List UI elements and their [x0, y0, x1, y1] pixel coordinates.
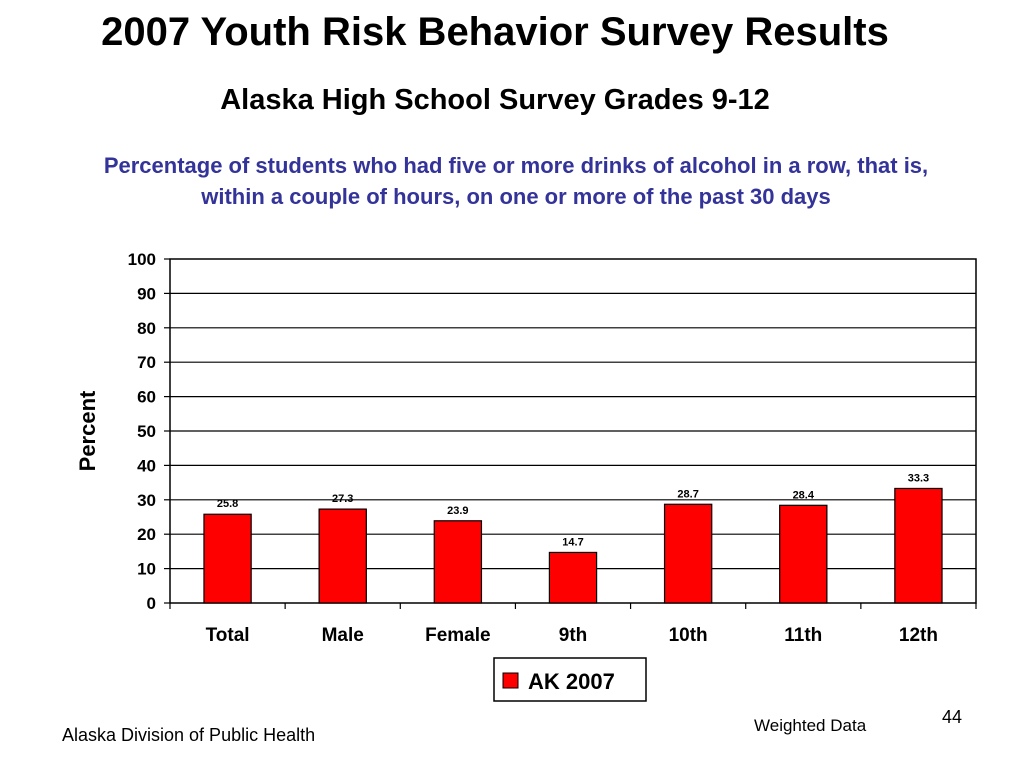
y-tick-label: 70 [137, 353, 156, 372]
bar [548, 551, 598, 604]
x-tick-label: Male [322, 625, 364, 646]
y-tick-label: 10 [137, 560, 156, 579]
bar [318, 508, 367, 604]
y-tick-label: 40 [137, 456, 156, 475]
chart-title: Percentage of students who had five or m… [103, 153, 929, 209]
x-tick-label: 10th [669, 625, 708, 646]
x-axis-ticks [169, 603, 977, 609]
x-tick-label: 9th [559, 625, 588, 646]
legend-box [493, 657, 647, 702]
x-tick-label: Total [206, 625, 250, 646]
legend: AK 2007 [493, 657, 647, 702]
y-tick-label: 60 [137, 388, 156, 407]
y-tick-label: 80 [137, 319, 156, 338]
data-label: 27.3 [332, 493, 353, 505]
data-labels: 25.8 27.3 23.9 14.7 28.7 28.4 33.3 [217, 472, 929, 548]
data-label: 14.7 [562, 536, 583, 548]
data-label: 33.3 [908, 472, 929, 484]
bar [663, 503, 713, 604]
bars [203, 487, 943, 604]
data-label: 28.4 [793, 489, 815, 501]
bar [203, 513, 252, 604]
x-tick-label: Female [425, 625, 490, 646]
data-label: 28.7 [677, 488, 698, 500]
x-tick-label: 12th [899, 625, 938, 646]
page-number: 44 [942, 707, 963, 727]
y-tick-label: 30 [137, 491, 156, 510]
footer-note: Weighted Data [754, 716, 867, 735]
slide-subtitle: Alaska High School Survey Grades 9-12 [220, 84, 770, 116]
bar [894, 487, 943, 604]
x-axis-labels: Total Male Female 9th 10th 11th 12th [206, 625, 938, 646]
data-label: 23.9 [447, 505, 468, 517]
legend-swatch [502, 672, 519, 689]
legend-label: AK 2007 [528, 669, 615, 694]
bar [433, 520, 483, 604]
y-axis-ticks: 0 10 20 30 40 50 60 70 80 90 100 [128, 250, 170, 613]
y-tick-label: 90 [137, 284, 156, 303]
bar [779, 504, 828, 604]
y-tick-label: 50 [137, 422, 156, 441]
slide-title: 2007 Youth Risk Behavior Survey Results [101, 10, 889, 54]
y-axis-label: Percent [75, 390, 100, 471]
x-tick-label: 11th [784, 625, 822, 646]
y-tick-label: 0 [147, 594, 156, 613]
y-tick-label: 100 [128, 250, 156, 269]
y-tick-label: 20 [137, 525, 156, 544]
data-label: 25.8 [217, 498, 238, 510]
footer-organization: Alaska Division of Public Health [62, 725, 316, 745]
gridlines [170, 292, 976, 570]
